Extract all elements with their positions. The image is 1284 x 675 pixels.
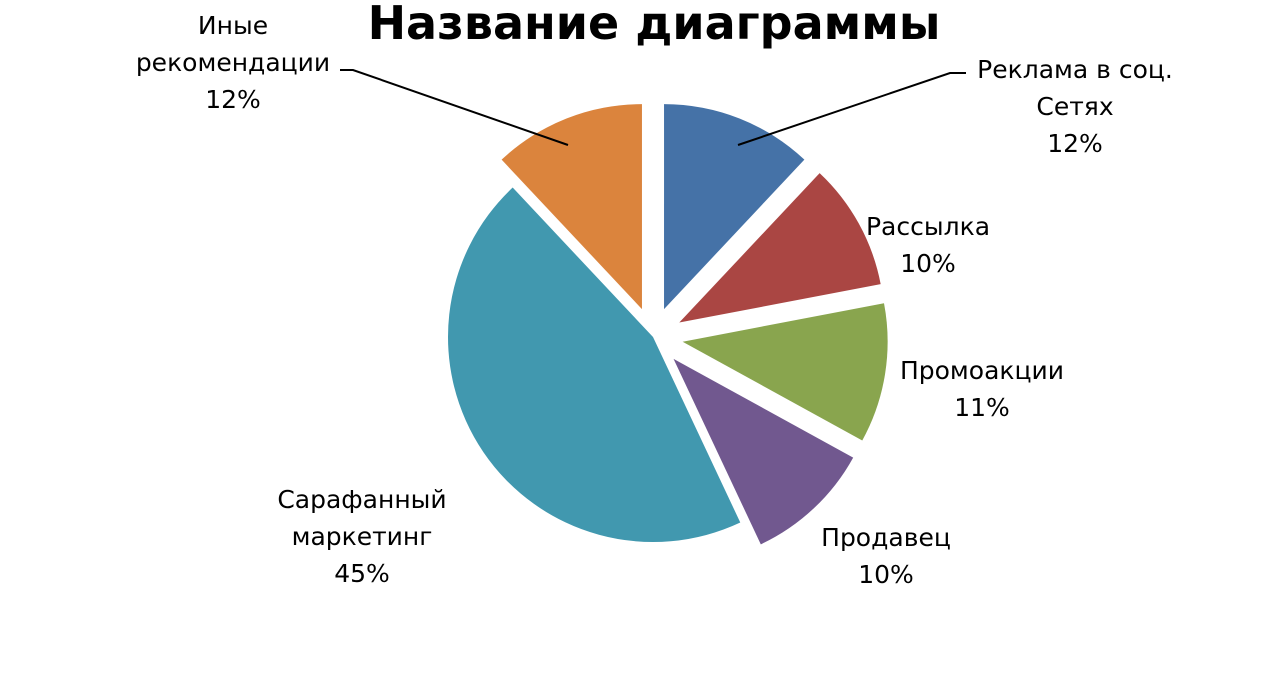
slice-category-text: Сетях: [1036, 92, 1113, 121]
pie-slice-6: [501, 104, 642, 310]
pie-slices: [448, 104, 888, 545]
slice-label-6: Иные рекомендации 12%: [136, 11, 330, 114]
slice-category-text: рекомендации: [136, 48, 330, 77]
slice-label-1: Реклама в соц. Сетях 12%: [977, 55, 1173, 158]
pie-slice-1: [664, 104, 805, 310]
slice-percent-text: 45%: [334, 559, 390, 588]
leader-line-6: [340, 69, 569, 146]
slice-label-3: Промоакции 11%: [900, 356, 1064, 422]
slice-percent-text: 12%: [205, 85, 261, 114]
slice-category-text: маркетинг: [292, 522, 433, 551]
leader-lines: [340, 69, 966, 146]
leader-line-1: [737, 72, 966, 146]
pie-slice-2: [679, 173, 881, 323]
slice-category-text: Продавец: [821, 523, 951, 552]
slice-percent-text: 11%: [954, 393, 1010, 422]
chart-title: Название диаграммы: [368, 0, 941, 50]
pie-slice-4: [673, 358, 854, 545]
slice-label-5: Сарафанный маркетинг 45%: [277, 485, 446, 588]
slice-category-text: Сарафанный: [277, 485, 446, 514]
slice-percent-text: 10%: [858, 560, 914, 589]
slice-label-2: Рассылка 10%: [866, 212, 990, 278]
slice-percent-text: 10%: [900, 249, 956, 278]
slice-category-text: Промоакции: [900, 356, 1064, 385]
pie-slice-3: [682, 303, 888, 441]
slice-category-text: Иные: [198, 11, 268, 40]
slice-category-text: Реклама в соц.: [977, 55, 1173, 84]
pie-slice-5: [448, 187, 741, 542]
slice-category-text: Рассылка: [866, 212, 990, 241]
slice-label-4: Продавец 10%: [821, 523, 951, 589]
slice-labels: Реклама в соц. Сетях 12% Рассылка 10% Промоак…: [136, 11, 1173, 589]
slice-percent-text: 12%: [1047, 129, 1103, 158]
